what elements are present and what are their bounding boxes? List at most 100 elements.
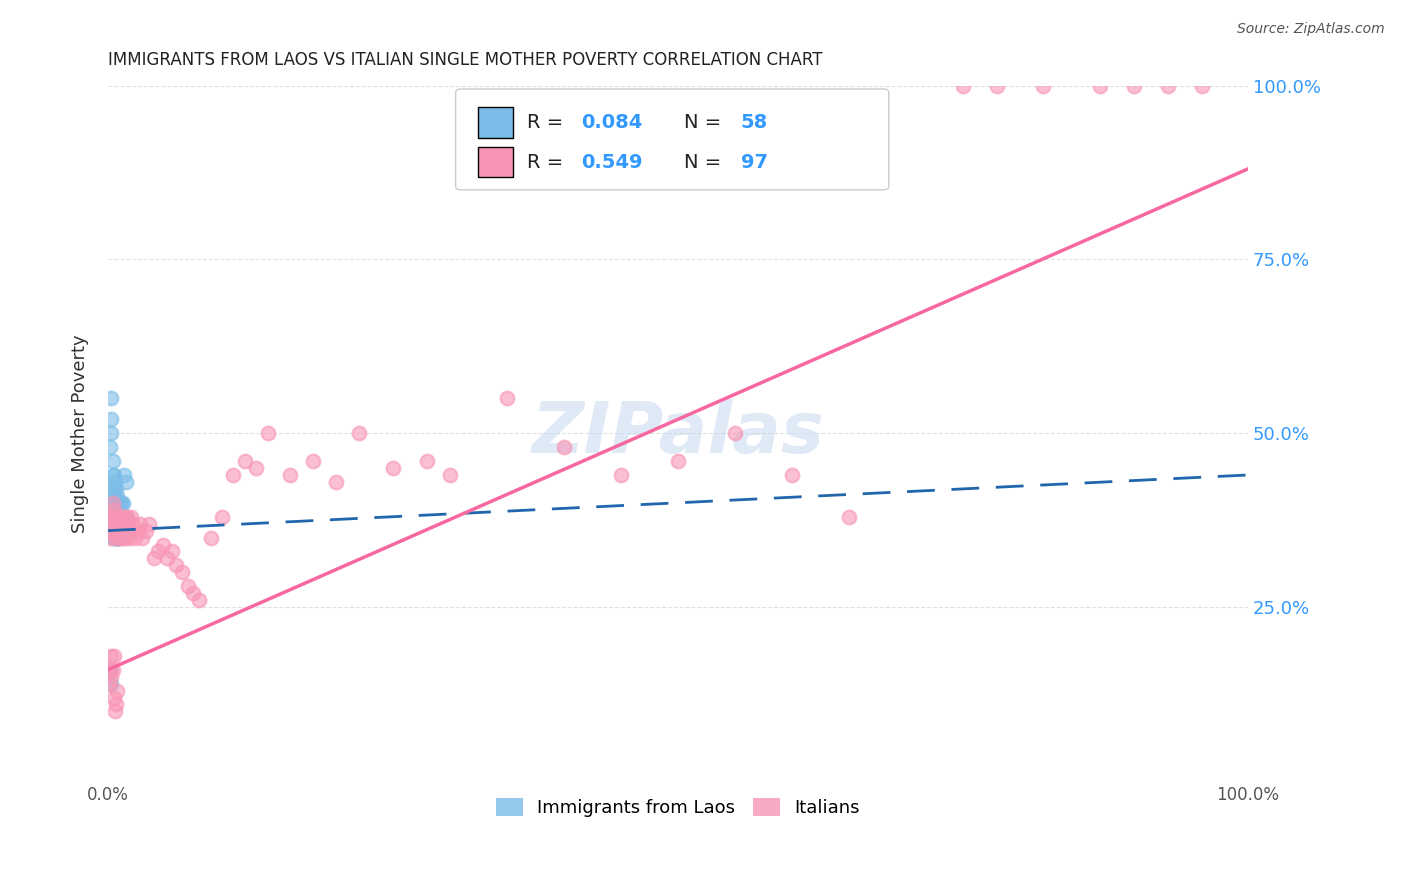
Point <box>838 509 860 524</box>
Point <box>107 531 129 545</box>
Point <box>111 509 134 524</box>
Text: IMMIGRANTS FROM LAOS VS ITALIAN SINGLE MOTHER POVERTY CORRELATION CHART: IMMIGRANTS FROM LAOS VS ITALIAN SINGLE M… <box>108 51 823 69</box>
Point <box>100 524 122 538</box>
Point <box>100 670 122 684</box>
Point <box>122 516 145 531</box>
Text: 0.549: 0.549 <box>581 153 643 171</box>
FancyBboxPatch shape <box>478 107 513 137</box>
Point <box>108 516 131 531</box>
Point <box>245 461 267 475</box>
Text: 97: 97 <box>741 153 768 171</box>
Point <box>103 648 125 663</box>
Point <box>104 509 127 524</box>
Point <box>115 475 138 489</box>
Point <box>111 524 134 538</box>
Point <box>105 509 128 524</box>
Point <box>103 524 125 538</box>
Point <box>111 509 134 524</box>
Point <box>104 502 127 516</box>
Point <box>110 516 132 531</box>
Point <box>108 509 131 524</box>
Point <box>325 475 347 489</box>
Point <box>111 516 134 531</box>
Point <box>172 566 194 580</box>
Point <box>103 509 125 524</box>
Point <box>101 524 124 538</box>
Point <box>98 524 121 538</box>
Point <box>103 496 125 510</box>
Point <box>100 516 122 531</box>
Text: N =: N = <box>683 153 727 171</box>
Point <box>112 467 135 482</box>
Point <box>152 537 174 551</box>
Point <box>98 531 121 545</box>
Point <box>107 524 129 538</box>
Point <box>104 516 127 531</box>
Point <box>129 516 152 531</box>
Point <box>105 509 128 524</box>
Point <box>104 516 127 531</box>
Point <box>104 705 127 719</box>
Point <box>666 454 689 468</box>
Point <box>103 482 125 496</box>
Point <box>120 509 142 524</box>
Point <box>118 524 141 538</box>
Point <box>381 461 404 475</box>
Point <box>108 509 131 524</box>
Point <box>1032 78 1054 93</box>
Point <box>188 593 211 607</box>
Point <box>107 516 129 531</box>
Point <box>780 467 803 482</box>
Point <box>105 489 128 503</box>
Point <box>160 544 183 558</box>
Point <box>553 440 575 454</box>
Point <box>177 579 200 593</box>
Point <box>111 496 134 510</box>
Point <box>114 531 136 545</box>
Point <box>98 524 121 538</box>
Point <box>146 544 169 558</box>
Point <box>101 509 124 524</box>
Point <box>104 509 127 524</box>
Point <box>156 551 179 566</box>
Text: Source: ZipAtlas.com: Source: ZipAtlas.com <box>1237 22 1385 37</box>
Point <box>1191 78 1213 93</box>
Point <box>105 516 128 531</box>
Point <box>439 467 461 482</box>
Point <box>105 683 128 698</box>
Point <box>107 516 129 531</box>
Point <box>110 524 132 538</box>
Point <box>107 516 129 531</box>
Point <box>233 454 256 468</box>
Point <box>101 454 124 468</box>
Point <box>110 524 132 538</box>
Point <box>98 509 121 524</box>
Point <box>98 663 121 677</box>
Point <box>135 524 157 538</box>
Point <box>496 392 519 406</box>
FancyBboxPatch shape <box>478 146 513 178</box>
Point <box>952 78 974 93</box>
Point <box>724 426 747 441</box>
Point <box>211 509 233 524</box>
Point <box>111 524 134 538</box>
Point <box>101 663 124 677</box>
Point <box>111 531 134 545</box>
Point <box>104 509 127 524</box>
Point <box>107 524 129 538</box>
Point <box>104 496 127 510</box>
Point <box>124 531 146 545</box>
Point <box>115 524 138 538</box>
Point <box>101 467 124 482</box>
Point <box>115 509 138 524</box>
Text: N =: N = <box>683 113 727 132</box>
Point <box>200 531 222 545</box>
Point <box>105 531 128 545</box>
Point <box>104 475 127 489</box>
Point <box>104 524 127 538</box>
Point <box>101 496 124 510</box>
Point <box>103 690 125 705</box>
Point <box>98 440 121 454</box>
Point <box>117 509 139 524</box>
Point <box>138 516 160 531</box>
